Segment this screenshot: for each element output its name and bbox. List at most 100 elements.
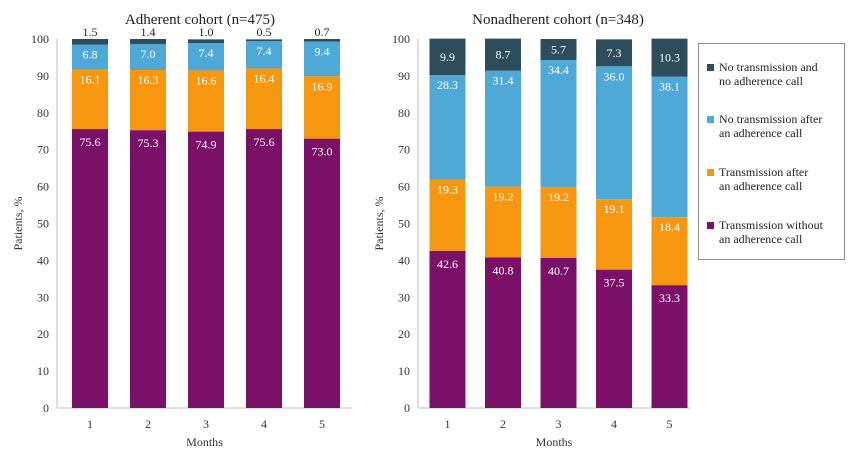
nonadherent-bar-no-transmission-no-call-month-5 [651, 38, 688, 77]
adherent-x-axis-label: Months [186, 435, 223, 449]
nonadherent-cohort-chart: Nonadherent cohort (n=348) 0 10 20 30 40 50 60 7… [372, 12, 690, 449]
nonadherent-bar-no-transmission-no-call-month-3 [540, 39, 577, 61]
nonadherent-label-no-transmission-after-call-month-2: 31.4 [493, 74, 514, 88]
adherent-label-transmission-without-call-month-2: 75.3 [138, 136, 159, 150]
nonadherent-y-tick-label: 10 [398, 364, 410, 378]
adherent-bar-no-transmission-after-call-month-5 [304, 41, 340, 77]
adherent-y-tick-label: 50 [37, 217, 49, 231]
adherent-label-transmission-after-call-month-2: 16.3 [138, 73, 159, 87]
adherent-bar-transmission-without-call-month-3 [188, 131, 224, 408]
nonadherent-label-transmission-after-call-month-1: 19.3 [437, 183, 458, 197]
adherent-x-tick-label: 4 [261, 417, 267, 431]
nonadherent-label-transmission-without-call-month-2: 40.8 [493, 263, 514, 277]
nonadherent-x-axis-label: Months [536, 435, 573, 449]
adherent-x-tick-label: 2 [145, 417, 151, 431]
nonadherent-label-transmission-after-call-month-2: 19.2 [493, 190, 514, 204]
adherent-label-transmission-without-call-month-4: 75.6 [254, 135, 275, 149]
adherent-chart-title: Adherent cohort (n=475) [125, 12, 275, 28]
adherent-y-tick-label: 70 [37, 143, 49, 157]
adherent-label-no-transmission-after-call-month-2: 7.0 [141, 47, 156, 61]
legend-label-no-transmission-no-call: No transmission and no adherence call [719, 60, 818, 88]
nonadherent-label-transmission-without-call-month-1: 42.6 [437, 257, 458, 271]
adherent-bar-no-transmission-no-call-month-5 [304, 39, 340, 42]
legend-label-no-transmission-after-call: No transmission after an adherence call [719, 112, 823, 140]
nonadherent-x-tick-label: 5 [667, 417, 673, 431]
adherent-label-no-transmission-after-call-month-5: 9.4 [315, 45, 330, 59]
nonadherent-bar-no-transmission-no-call-month-2 [485, 38, 521, 71]
legend-label-transmission-after-call: Transmission after an adherence call [719, 165, 809, 193]
adherent-y-tick-label: 30 [37, 290, 49, 304]
nonadherent-y-tick-label: 40 [398, 253, 410, 267]
adherent-label-no-transmission-no-call-month-1: 1.5 [83, 25, 98, 39]
nonadherent-label-transmission-without-call-month-4: 37.5 [604, 276, 625, 290]
nonadherent-y-tick-label: 0 [404, 401, 410, 415]
nonadherent-bar-no-transmission-no-call-month-1 [429, 38, 466, 76]
nonadherent-y-tick-label: 80 [398, 106, 410, 120]
nonadherent-bar-transmission-without-call-month-5 [651, 285, 688, 408]
nonadherent-label-no-transmission-no-call-month-1: 9.9 [440, 50, 455, 64]
nonadherent-y-tick-label: 30 [398, 290, 410, 304]
legend-swatch-transmission-after-call [707, 169, 714, 176]
nonadherent-bar-transmission-after-call-month-1 [429, 179, 466, 251]
adherent-x-tick-label: 3 [203, 417, 209, 431]
nonadherent-chart-title: Nonadherent cohort (n=348) [472, 12, 644, 28]
adherent-y-tick-label: 10 [37, 364, 49, 378]
adherent-y-axis-label: Patients, % [11, 197, 25, 251]
adherent-bar-transmission-after-call-month-5 [304, 76, 340, 139]
adherent-label-no-transmission-no-call-month-2: 1.4 [141, 25, 156, 39]
nonadherent-bar-no-transmission-after-call-month-4 [596, 66, 632, 200]
adherent-label-no-transmission-no-call-month-5: 0.7 [315, 25, 330, 39]
adherent-x-tick-label: 5 [319, 417, 325, 431]
nonadherent-bar-no-transmission-after-call-month-2 [485, 70, 521, 187]
adherent-bar-transmission-after-call-month-1 [72, 69, 108, 130]
adherent-y-tick-label: 0 [43, 401, 49, 415]
nonadherent-bar-no-transmission-after-call-month-3 [540, 60, 577, 187]
nonadherent-bar-transmission-without-call-month-3 [540, 257, 577, 408]
nonadherent-label-no-transmission-after-call-month-5: 38.1 [659, 80, 680, 94]
nonadherent-label-transmission-after-call-month-5: 18.4 [659, 220, 680, 234]
nonadherent-y-tick-label: 100 [392, 32, 410, 46]
adherent-label-no-transmission-no-call-month-4: 0.5 [257, 25, 272, 39]
adherent-y-tick-label: 90 [37, 69, 49, 83]
nonadherent-label-transmission-without-call-month-5: 33.3 [659, 291, 680, 305]
adherent-label-transmission-without-call-month-5: 73.0 [312, 145, 333, 159]
adherent-bar-transmission-after-call-month-2 [130, 69, 166, 131]
adherent-bar-transmission-without-call-month-2 [130, 130, 166, 408]
adherent-bar-no-transmission-after-call-month-1 [72, 44, 108, 70]
adherent-y-tick-label: 100 [31, 32, 49, 46]
nonadherent-label-transmission-after-call-month-4: 19.1 [604, 202, 625, 216]
adherent-label-no-transmission-no-call-month-3: 1.0 [199, 25, 214, 39]
nonadherent-x-tick-label: 2 [500, 417, 506, 431]
nonadherent-y-tick-label: 70 [398, 143, 410, 157]
nonadherent-label-no-transmission-after-call-month-3: 34.4 [548, 63, 569, 77]
nonadherent-x-tick-label: 4 [611, 417, 617, 431]
legend: No transmission and no adherence call No… [698, 43, 845, 260]
nonadherent-y-tick-label: 90 [398, 69, 410, 83]
adherent-bar-transmission-without-call-month-1 [72, 129, 108, 408]
adherent-bar-no-transmission-after-call-month-4 [246, 41, 282, 69]
adherent-bar-transmission-without-call-month-5 [304, 138, 340, 408]
adherent-y-tick-label: 20 [37, 327, 49, 341]
legend-label-transmission-without-call: Transmission without an adherence call [719, 218, 823, 246]
adherent-label-no-transmission-after-call-month-3: 7.4 [199, 46, 214, 60]
nonadherent-bar-no-transmission-no-call-month-4 [596, 39, 632, 67]
adherent-label-transmission-after-call-month-1: 16.1 [80, 73, 101, 87]
adherent-cohort-chart: Adherent cohort (n=475) 0 10 20 30 40 50 60 70 80… [11, 12, 352, 449]
nonadherent-bar-transmission-after-call-month-2 [485, 186, 521, 258]
adherent-bar-no-transmission-no-call-month-1 [72, 39, 108, 45]
adherent-label-no-transmission-after-call-month-1: 6.8 [83, 48, 98, 62]
nonadherent-label-no-transmission-no-call-month-4: 7.3 [607, 46, 622, 60]
nonadherent-y-tick-label: 60 [398, 180, 410, 194]
nonadherent-y-tick-label: 50 [398, 217, 410, 231]
adherent-bar-no-transmission-after-call-month-2 [130, 44, 166, 70]
adherent-bar-transmission-after-call-month-3 [188, 70, 224, 132]
nonadherent-label-no-transmission-no-call-month-5: 10.3 [659, 51, 680, 65]
nonadherent-label-no-transmission-no-call-month-2: 8.7 [496, 48, 511, 62]
nonadherent-bar-no-transmission-after-call-month-1 [429, 75, 466, 180]
adherent-label-transmission-after-call-month-4: 16.4 [254, 72, 275, 86]
adherent-label-no-transmission-after-call-month-4: 7.4 [257, 44, 272, 58]
adherent-y-tick-label: 80 [37, 106, 49, 120]
adherent-bar-no-transmission-no-call-month-3 [188, 39, 224, 44]
